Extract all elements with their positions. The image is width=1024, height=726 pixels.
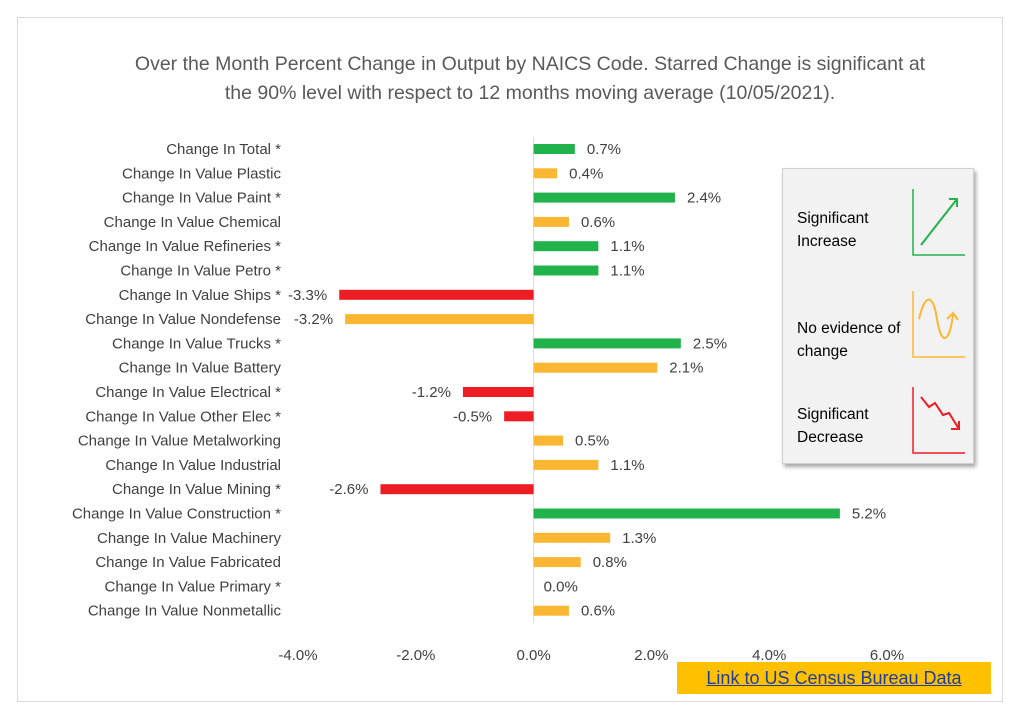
bar xyxy=(533,168,558,179)
category-label: Change In Value Metalworking xyxy=(78,433,281,450)
category-label: Change In Value Petro * xyxy=(120,263,281,280)
legend-label-none: No evidence of change xyxy=(797,317,900,363)
x-tick-label: 4.0% xyxy=(752,647,786,664)
data-label: -3.3% xyxy=(288,287,327,304)
bar xyxy=(533,338,681,349)
category-label: Change In Total * xyxy=(166,141,281,158)
category-label: Change In Value Chemical xyxy=(104,214,281,231)
data-label: -3.2% xyxy=(294,311,333,328)
x-tick-label: -4.0% xyxy=(278,647,317,664)
data-label: 0.0% xyxy=(544,578,578,595)
category-label: Change In Value Other Elec * xyxy=(85,408,281,425)
bar xyxy=(533,241,599,252)
legend-none-line2: change xyxy=(797,343,848,360)
data-label: 0.7% xyxy=(587,141,621,158)
category-label: Change In Value Primary * xyxy=(105,578,282,595)
data-label: 1.3% xyxy=(622,530,656,547)
bar xyxy=(533,557,581,568)
wave-icon xyxy=(912,291,965,358)
legend-increase-line1: Significant xyxy=(797,210,869,227)
category-label: Change In Value Plastic xyxy=(122,165,281,182)
data-label: 1.1% xyxy=(610,457,644,474)
legend-label-increase: Significant Increase xyxy=(797,207,869,253)
category-label: Change In Value Fabricated xyxy=(95,554,281,571)
category-label: Change In Value Nondefense xyxy=(85,311,281,328)
x-tick-label: 6.0% xyxy=(870,647,904,664)
bar xyxy=(533,144,575,154)
data-label: 1.1% xyxy=(610,263,644,280)
bar xyxy=(339,289,534,300)
category-label: Change In Value Refineries * xyxy=(89,238,282,255)
category-label: Change In Value Paint * xyxy=(122,190,281,207)
category-label: Change In Value Electrical * xyxy=(95,384,281,401)
data-label: 0.4% xyxy=(569,165,603,182)
data-label: -1.2% xyxy=(412,384,451,401)
chart-frame xyxy=(17,17,1003,702)
data-label: -2.6% xyxy=(329,481,368,498)
category-label: Change In Value Ships * xyxy=(119,287,281,304)
category-label: Change In Value Industrial xyxy=(105,457,281,474)
trend-down-icon xyxy=(912,387,965,454)
data-label: 0.6% xyxy=(581,603,615,620)
data-label: 0.6% xyxy=(581,214,615,231)
data-label: 2.5% xyxy=(693,335,727,352)
legend-label-decrease: Significant Decrease xyxy=(797,403,869,449)
data-label: 1.1% xyxy=(610,238,644,255)
bar xyxy=(533,362,658,373)
bar xyxy=(533,459,599,470)
trend-up-icon xyxy=(912,189,965,256)
category-label: Change In Value Mining * xyxy=(112,481,281,498)
census-data-link[interactable]: Link to US Census Bureau Data xyxy=(677,662,991,694)
bar xyxy=(533,605,569,616)
bar xyxy=(345,314,534,325)
bar xyxy=(533,216,569,227)
data-label: 0.5% xyxy=(575,433,609,450)
legend-decrease-line2: Decrease xyxy=(797,429,864,446)
x-tick-label: 0.0% xyxy=(516,647,550,664)
legend: Significant Increase No evidence of chan… xyxy=(782,168,974,464)
data-label: 0.8% xyxy=(593,554,627,571)
data-label: 2.1% xyxy=(669,360,703,377)
category-label: Change In Value Battery xyxy=(119,360,282,377)
bar xyxy=(533,532,611,543)
bar xyxy=(533,265,599,276)
chart-title: Over the Month Percent Change in Output … xyxy=(134,53,926,104)
legend-increase-line2: Increase xyxy=(797,233,857,250)
category-label: Change In Value Machinery xyxy=(97,530,281,547)
data-label: 2.4% xyxy=(687,190,721,207)
category-label: Change In Value Trucks * xyxy=(112,335,281,352)
data-label: -0.5% xyxy=(453,408,492,425)
x-tick-label: 2.0% xyxy=(634,647,668,664)
bar xyxy=(380,484,534,495)
legend-decrease-line1: Significant xyxy=(797,406,869,423)
bar xyxy=(533,192,675,203)
bar xyxy=(504,411,534,422)
bar xyxy=(533,435,564,446)
bar xyxy=(462,387,534,397)
data-label: 5.2% xyxy=(852,506,886,523)
category-label: Change In Value Nonmetallic xyxy=(88,603,282,620)
legend-none-line1: No evidence of xyxy=(797,320,901,337)
plot-area: -4.0% -2.0% 0.0% 2.0% 4.0% 6.0% Change In Tota… xyxy=(72,137,904,664)
x-tick-label: -2.0% xyxy=(396,647,435,664)
bar xyxy=(533,508,840,519)
category-label: Change In Value Construction * xyxy=(72,506,281,523)
